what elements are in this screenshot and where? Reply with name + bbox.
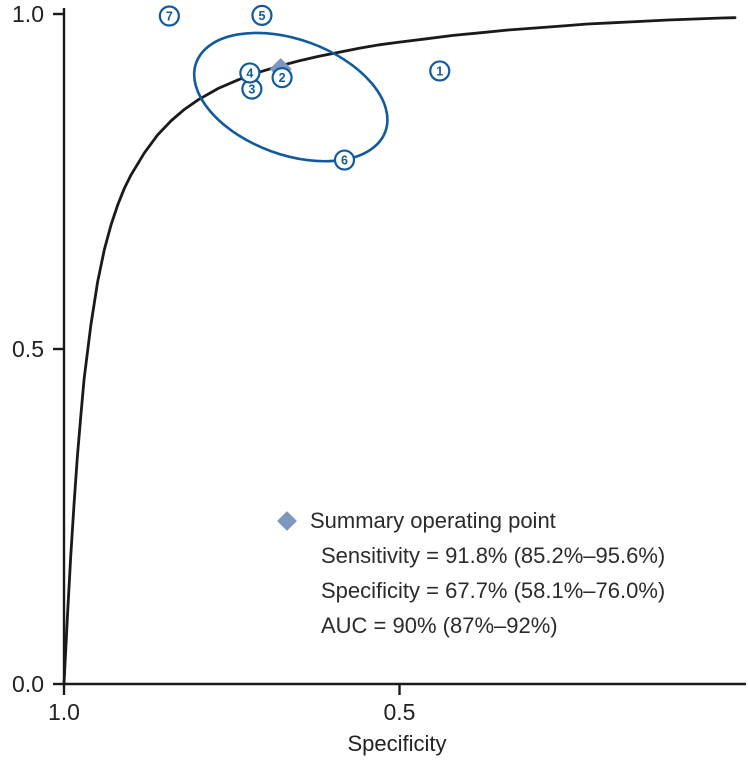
study-point-number: 7 <box>166 10 173 24</box>
y-axis-tick-label: 1.0 <box>12 1 44 27</box>
y-axis-tick-label: 0.5 <box>12 336 44 362</box>
x-axis-tick-label: 1.0 <box>48 699 80 725</box>
study-point-circle <box>333 149 356 171</box>
study-point-number: 5 <box>258 9 265 23</box>
x-axis-tick-label: 0.5 <box>384 699 416 725</box>
legend: Summary operating point Sensitivity = 91… <box>277 503 666 643</box>
x-axis-title: Specificity <box>347 731 447 756</box>
study-point-circle <box>239 62 261 84</box>
confidence-ellipse <box>192 31 389 163</box>
legend-summary-row: Summary operating point <box>277 503 665 538</box>
study-point-number: 1 <box>436 64 443 78</box>
summary-diamond-icon <box>277 510 297 531</box>
study-point-number: 4 <box>246 66 253 80</box>
study-point-number: 3 <box>248 83 255 97</box>
study-point-number: 6 <box>341 154 348 168</box>
legend-specificity-line: Specificity = 67.7% (58.1%–76.0%) <box>321 578 666 603</box>
study-point-circle <box>429 60 451 82</box>
legend-title: Summary operating point <box>310 507 556 533</box>
y-axis-tick-label: 0.0 <box>12 671 44 697</box>
study-point-circle <box>158 5 180 27</box>
legend-auc-line: AUC = 90% (87%–92%) <box>321 613 558 638</box>
study-point-number: 2 <box>279 71 286 85</box>
study-point-circle <box>251 4 273 26</box>
legend-sensitivity-line: Sensitivity = 91.8% (85.2%–95.6%) <box>321 543 666 568</box>
study-point-circle <box>271 67 293 89</box>
